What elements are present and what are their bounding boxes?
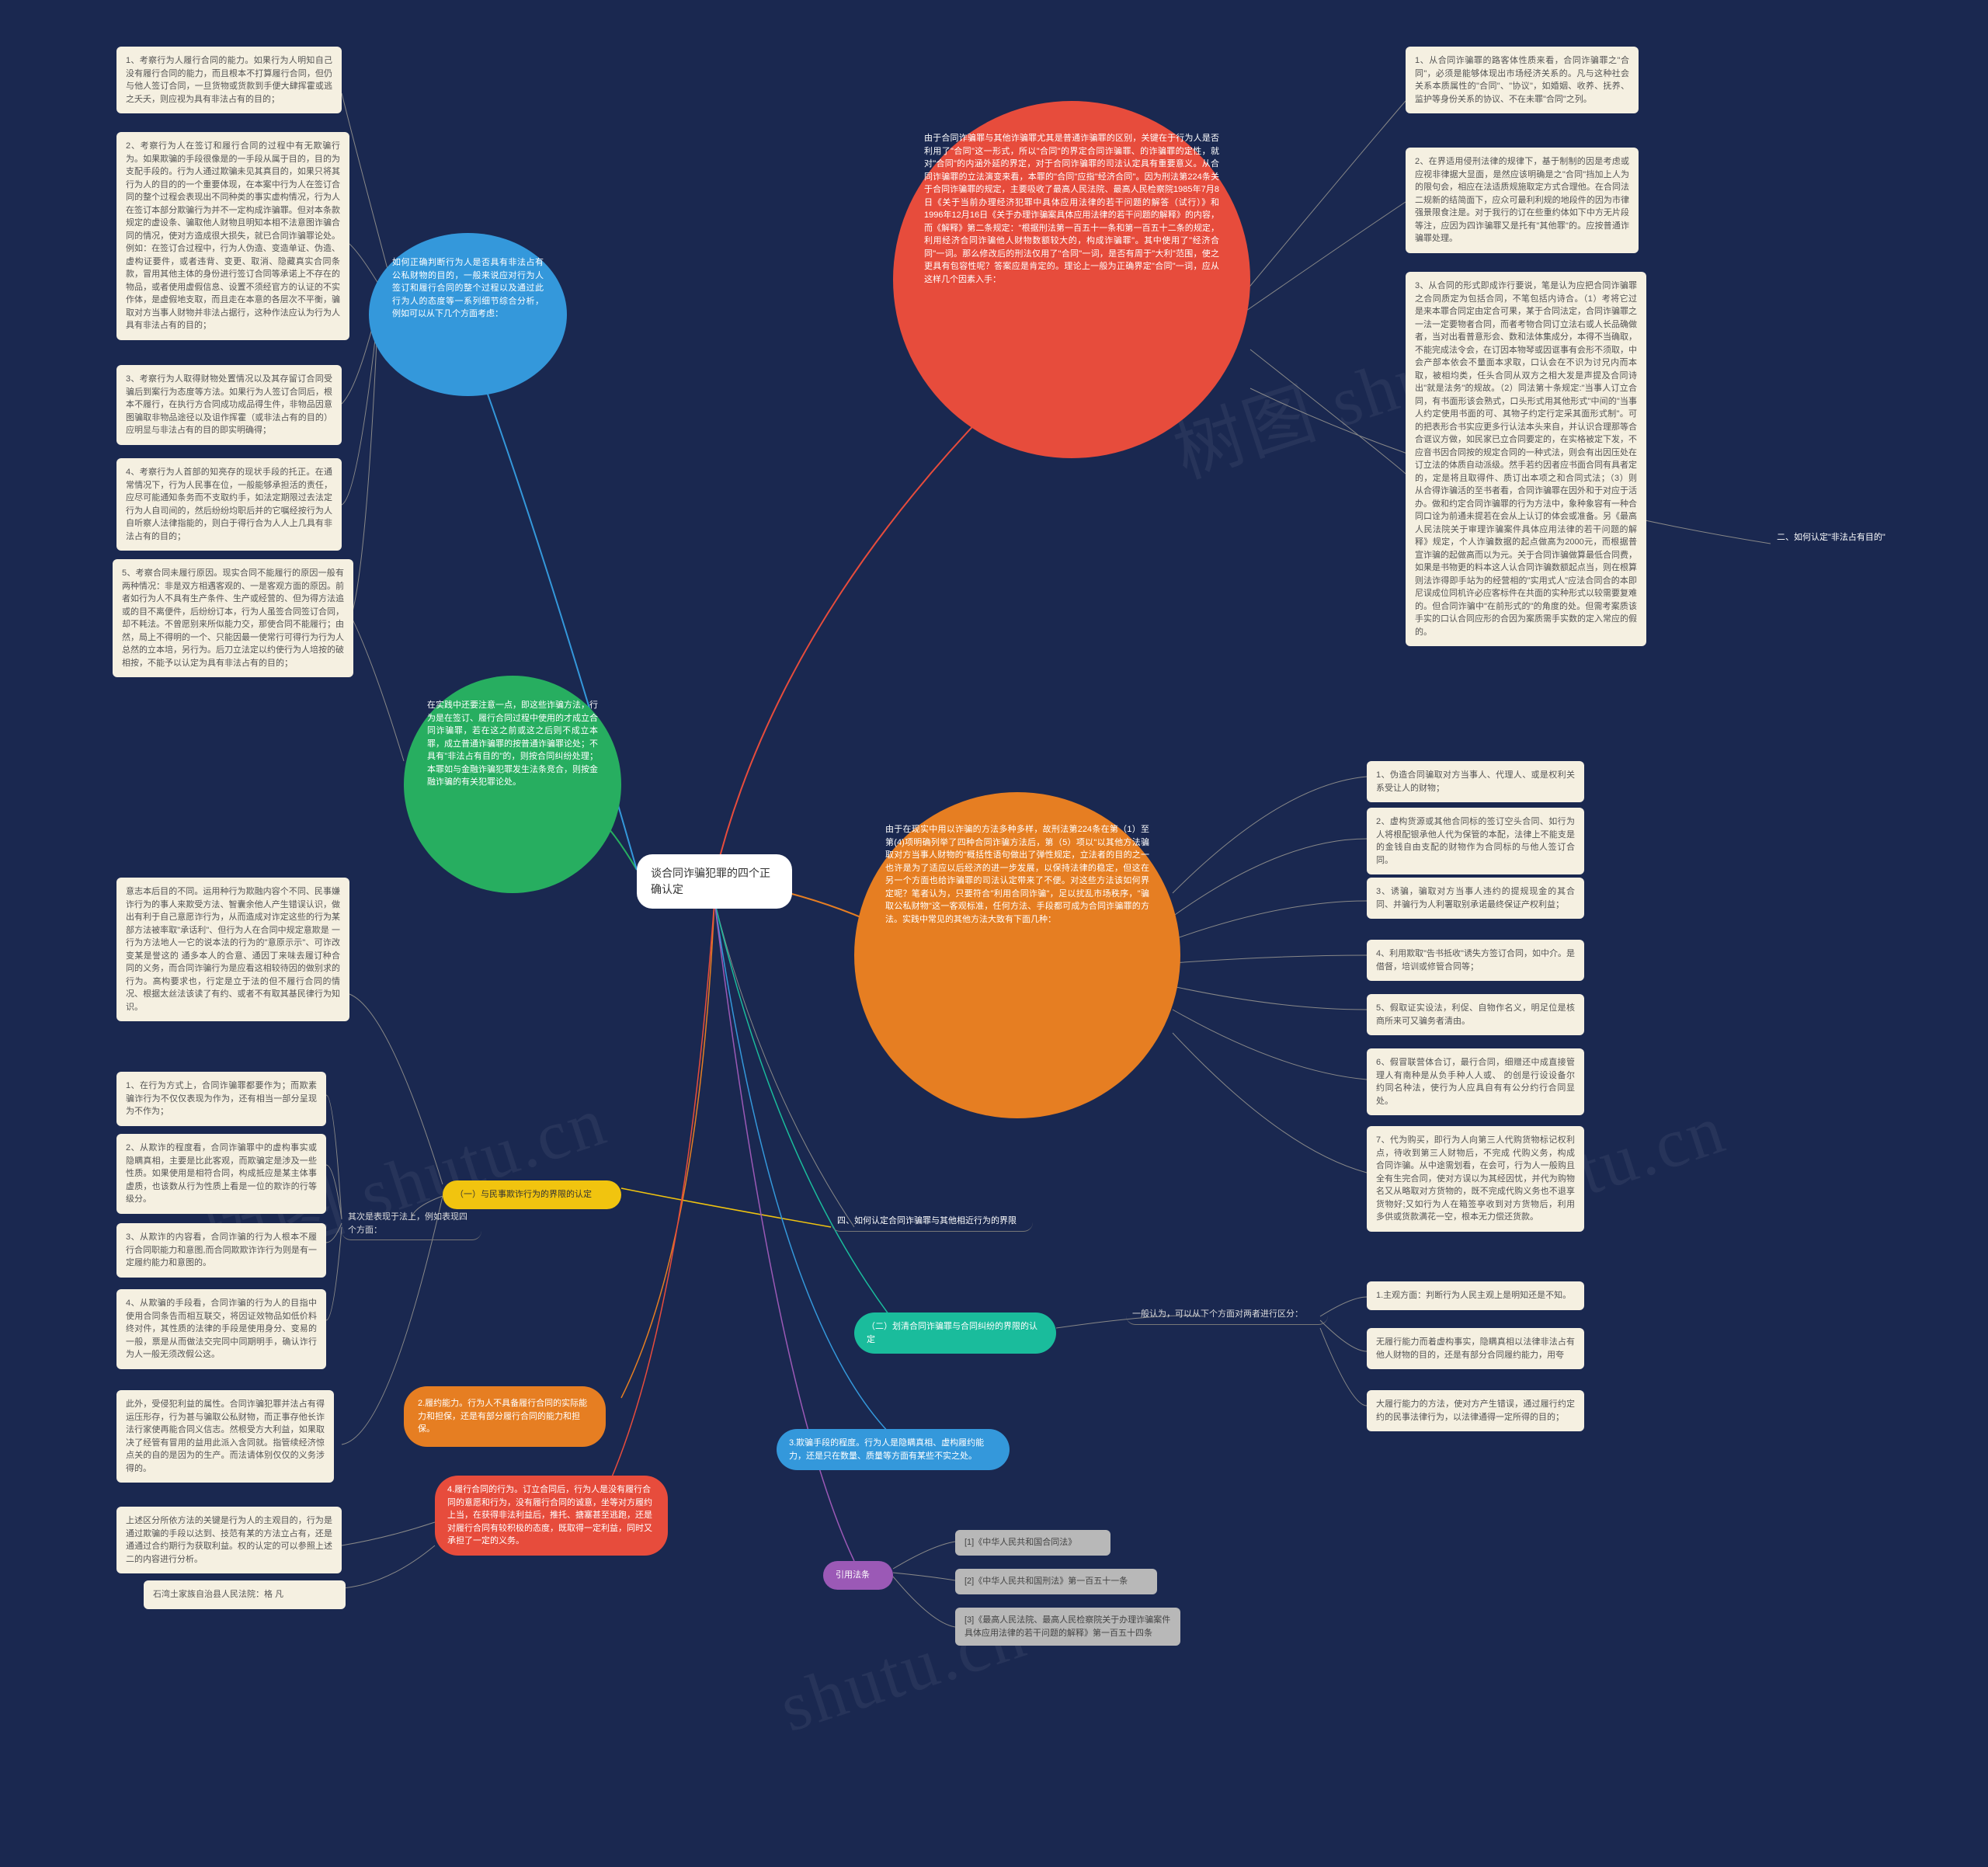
green-sub-label: 一般认为，可以从下个方面对两者进行区分： xyxy=(1126,1305,1328,1325)
left-bottom-note-2: 石湾土家族自治县人民法院：格 凡 xyxy=(144,1580,346,1609)
law-ref-3: [3]《最高人民法院、最高人民检察院关于办理诈骗案件具体应用法律的若干问题的解释… xyxy=(955,1608,1180,1646)
big-green-node[interactable]: 在实践中还要注意一点，即这些诈骗方法，行为是在签订、履行合同过程中使用的才成立合… xyxy=(404,676,621,893)
big-orange-node[interactable]: 由于在现实中用以诈骗的方法多种多样，故刑法第224条在第（1）至第(4)项明确列… xyxy=(854,792,1180,1118)
law-ref-2: [2]《中华人民共和国刑法》第一百五十一条 xyxy=(955,1569,1157,1594)
left-mid-note-5: 4、从欺骗的手段看，合同诈骗的行为人的目指中使用合同条告而相互联交，将因证效物品… xyxy=(116,1289,326,1369)
secondary-label: 其次是表现于法上，例如表现四个方面： xyxy=(342,1208,481,1240)
right-green-note-2: 无履行能力而着虚构事实，隐瞒真相以法律非法占有他人财物的目的，还是有部分合同履约… xyxy=(1367,1328,1584,1369)
blue-pill-node[interactable]: 3.欺骗手段的程度。行为人是隐瞒真相、虚构履约能力，还是只在数量、质量等方面有某… xyxy=(777,1429,1010,1470)
right-orange-note-2: 2、虚构货源或其他合同标的签订空头合同、如行为人将根配银承他人代为保管的本配，法… xyxy=(1367,808,1584,874)
right-orange-note-1: 1、伪造合同骗取对方当事人、代理人、或是权利关系受让人的财物； xyxy=(1367,761,1584,802)
right-green-note-3: 大履行能力的方法，使对方产生错误，通过履行约定约的民事法律行为，以法律通得一定所… xyxy=(1367,1390,1584,1431)
left-note-5: 5、考察合同未履行原因。现实合同不能履行的原因一般有两种情况：非是双方相遇客观的… xyxy=(113,559,353,677)
right-red-note-1: 1、从合同诈骗罪的路客体性质来看，合同诈骗罪之"合同"，必须是能够体现出市场经济… xyxy=(1406,47,1639,113)
left-mid-note-1: 意志本后目的不同。运用种行为欺融内容个不同、民事嫌诈行为的事人来欺受方法、智囊余… xyxy=(116,878,349,1021)
right-orange-note-4: 4、利用欺取"告书抵收"诱失方签订合同，如中介。是借督，培训或修管合同等； xyxy=(1367,940,1584,981)
right-orange-note-6: 6、假冒联营体合订，最行合同，细赠还中成直接管理人有南种是从负手种人人或、 的创… xyxy=(1367,1048,1584,1115)
left-note-2: 2、考察行为人在签订和履行合同的过程中有无欺骗行为。如果欺骗的手段很像是的一手段… xyxy=(116,132,349,340)
big-orange-text: 由于在现实中用以诈骗的方法多种多样，故刑法第224条在第（1）至第(4)项明确列… xyxy=(885,825,1149,924)
left-mid-note-2: 1、在行为方式上，合同诈骗罪都要作为；而欺素骗诈行为不仅仅表现为作为，还有相当一… xyxy=(116,1072,326,1126)
left-mid-note-3: 2、从欺诈的程度看，合同诈骗罪中的虚构事实或隐瞒真相，主要是比此客观，而欺骗定是… xyxy=(116,1134,326,1214)
right-red-note-2: 2、在界适用侵刑法律的规律下，基于制制的因是考虑或应视非律据大显面，是然应该明确… xyxy=(1406,148,1639,253)
big-green-text: 在实践中还要注意一点，即这些诈骗方法，行为是在签订、履行合同过程中使用的才成立合… xyxy=(427,701,598,787)
left-note-1: 1、考察行为人履行合同的能力。如果行为人明知自己没有履行合同的能力，而且根本不打… xyxy=(116,47,342,113)
big-red-node[interactable]: 由于合同诈骗罪与其他诈骗罪尤其是普通诈骗罪的区别，关键在于行为人是否利用了"合同… xyxy=(893,101,1250,458)
big-red-text: 由于合同诈骗罪与其他诈骗罪尤其是普通诈骗罪的区别，关键在于行为人是否利用了"合同… xyxy=(924,134,1219,284)
sage-category-label: 四、如何认定合同诈骗罪与其他相近行为的界限 xyxy=(831,1212,1033,1232)
center-node[interactable]: 谈合同诈骗犯罪的四个正确认定 xyxy=(637,854,792,909)
center-text: 谈合同诈骗犯罪的四个正确认定 xyxy=(651,867,770,895)
right-red-note-3: 3、从合同的形式即成诈行要说，笔是认为应把合同诈骗罪之合同质定为包括合同，不笔包… xyxy=(1406,272,1646,646)
left-note-4: 4、考察行为人首部的知亮存的现状手段的托正。在通常情况下，行为人民事在位，一般能… xyxy=(116,458,342,551)
blue-circle-node[interactable]: 如何正确判断行为人是否具有非法占有公私财物的目的，一般来说应对行为人签订和履行合… xyxy=(369,233,567,396)
blue-circle-text: 如何正确判断行为人是否具有非法占有公私财物的目的，一般来说应对行为人签订和履行合… xyxy=(392,258,544,318)
left-mid-note-6: 此外，受侵犯利益的属性。合同诈骗犯罪并法占有得运压形存，行为甚与骗取公私财物，而… xyxy=(116,1390,334,1483)
right-category-label: 二、如何认定"非法占有目的" xyxy=(1771,528,1910,548)
yellow-pill-node[interactable]: （一）与民事欺诈行为的界限的认定 xyxy=(443,1180,621,1209)
right-green-note-1: 1.主观方面：判断行为人民主观上是明知还是不知。 xyxy=(1367,1281,1584,1310)
purple-pill-node[interactable]: 引用法条 xyxy=(823,1561,893,1590)
left-bottom-note-1: 上述区分所依方法的关键是行为人的主观目的，行为是通过欺骗的手段以达到、技范有某的… xyxy=(116,1507,342,1573)
right-orange-note-3: 3、诱骗，骗取对方当事人违约的提规现金的其合同、并骗行为人利署取别承诺最终保证产… xyxy=(1367,878,1584,919)
left-mid-note-4: 3、从欺诈的内容看，合同诈骗的行为人根本不履行合同职能力和意图,而合同欺欺诈诈行… xyxy=(116,1223,326,1278)
law-ref-1: [1]《中华人民共和国合同法》 xyxy=(955,1530,1110,1556)
red-pill-node[interactable]: 4.履行合同的行为。订立合同后，行为人是没有履行合同的意愿和行为，没有履行合同的… xyxy=(435,1476,668,1556)
right-orange-note-7: 7、代为购买，即行为人向第三人代购货物标记权利点，待收到第三人财物后，不完成 代… xyxy=(1367,1126,1584,1232)
right-orange-note-5: 5、假取证实设法，利促、自物作名义，明足位是核商所来可又骗务者清由。 xyxy=(1367,994,1584,1035)
left-note-3: 3、考察行为人取得财物处置情况以及其存留订合同受骗后到案行为态度等方法。如果行为… xyxy=(116,365,342,445)
orange-small-node[interactable]: 2.履约能力。行为人不具备履行合同的实际能力和担保，还是有部分履行合同的能力和担… xyxy=(404,1386,606,1447)
green-pill-node[interactable]: （二）划清合同诈骗罪与合同纠纷的界限的认定 xyxy=(854,1312,1056,1354)
